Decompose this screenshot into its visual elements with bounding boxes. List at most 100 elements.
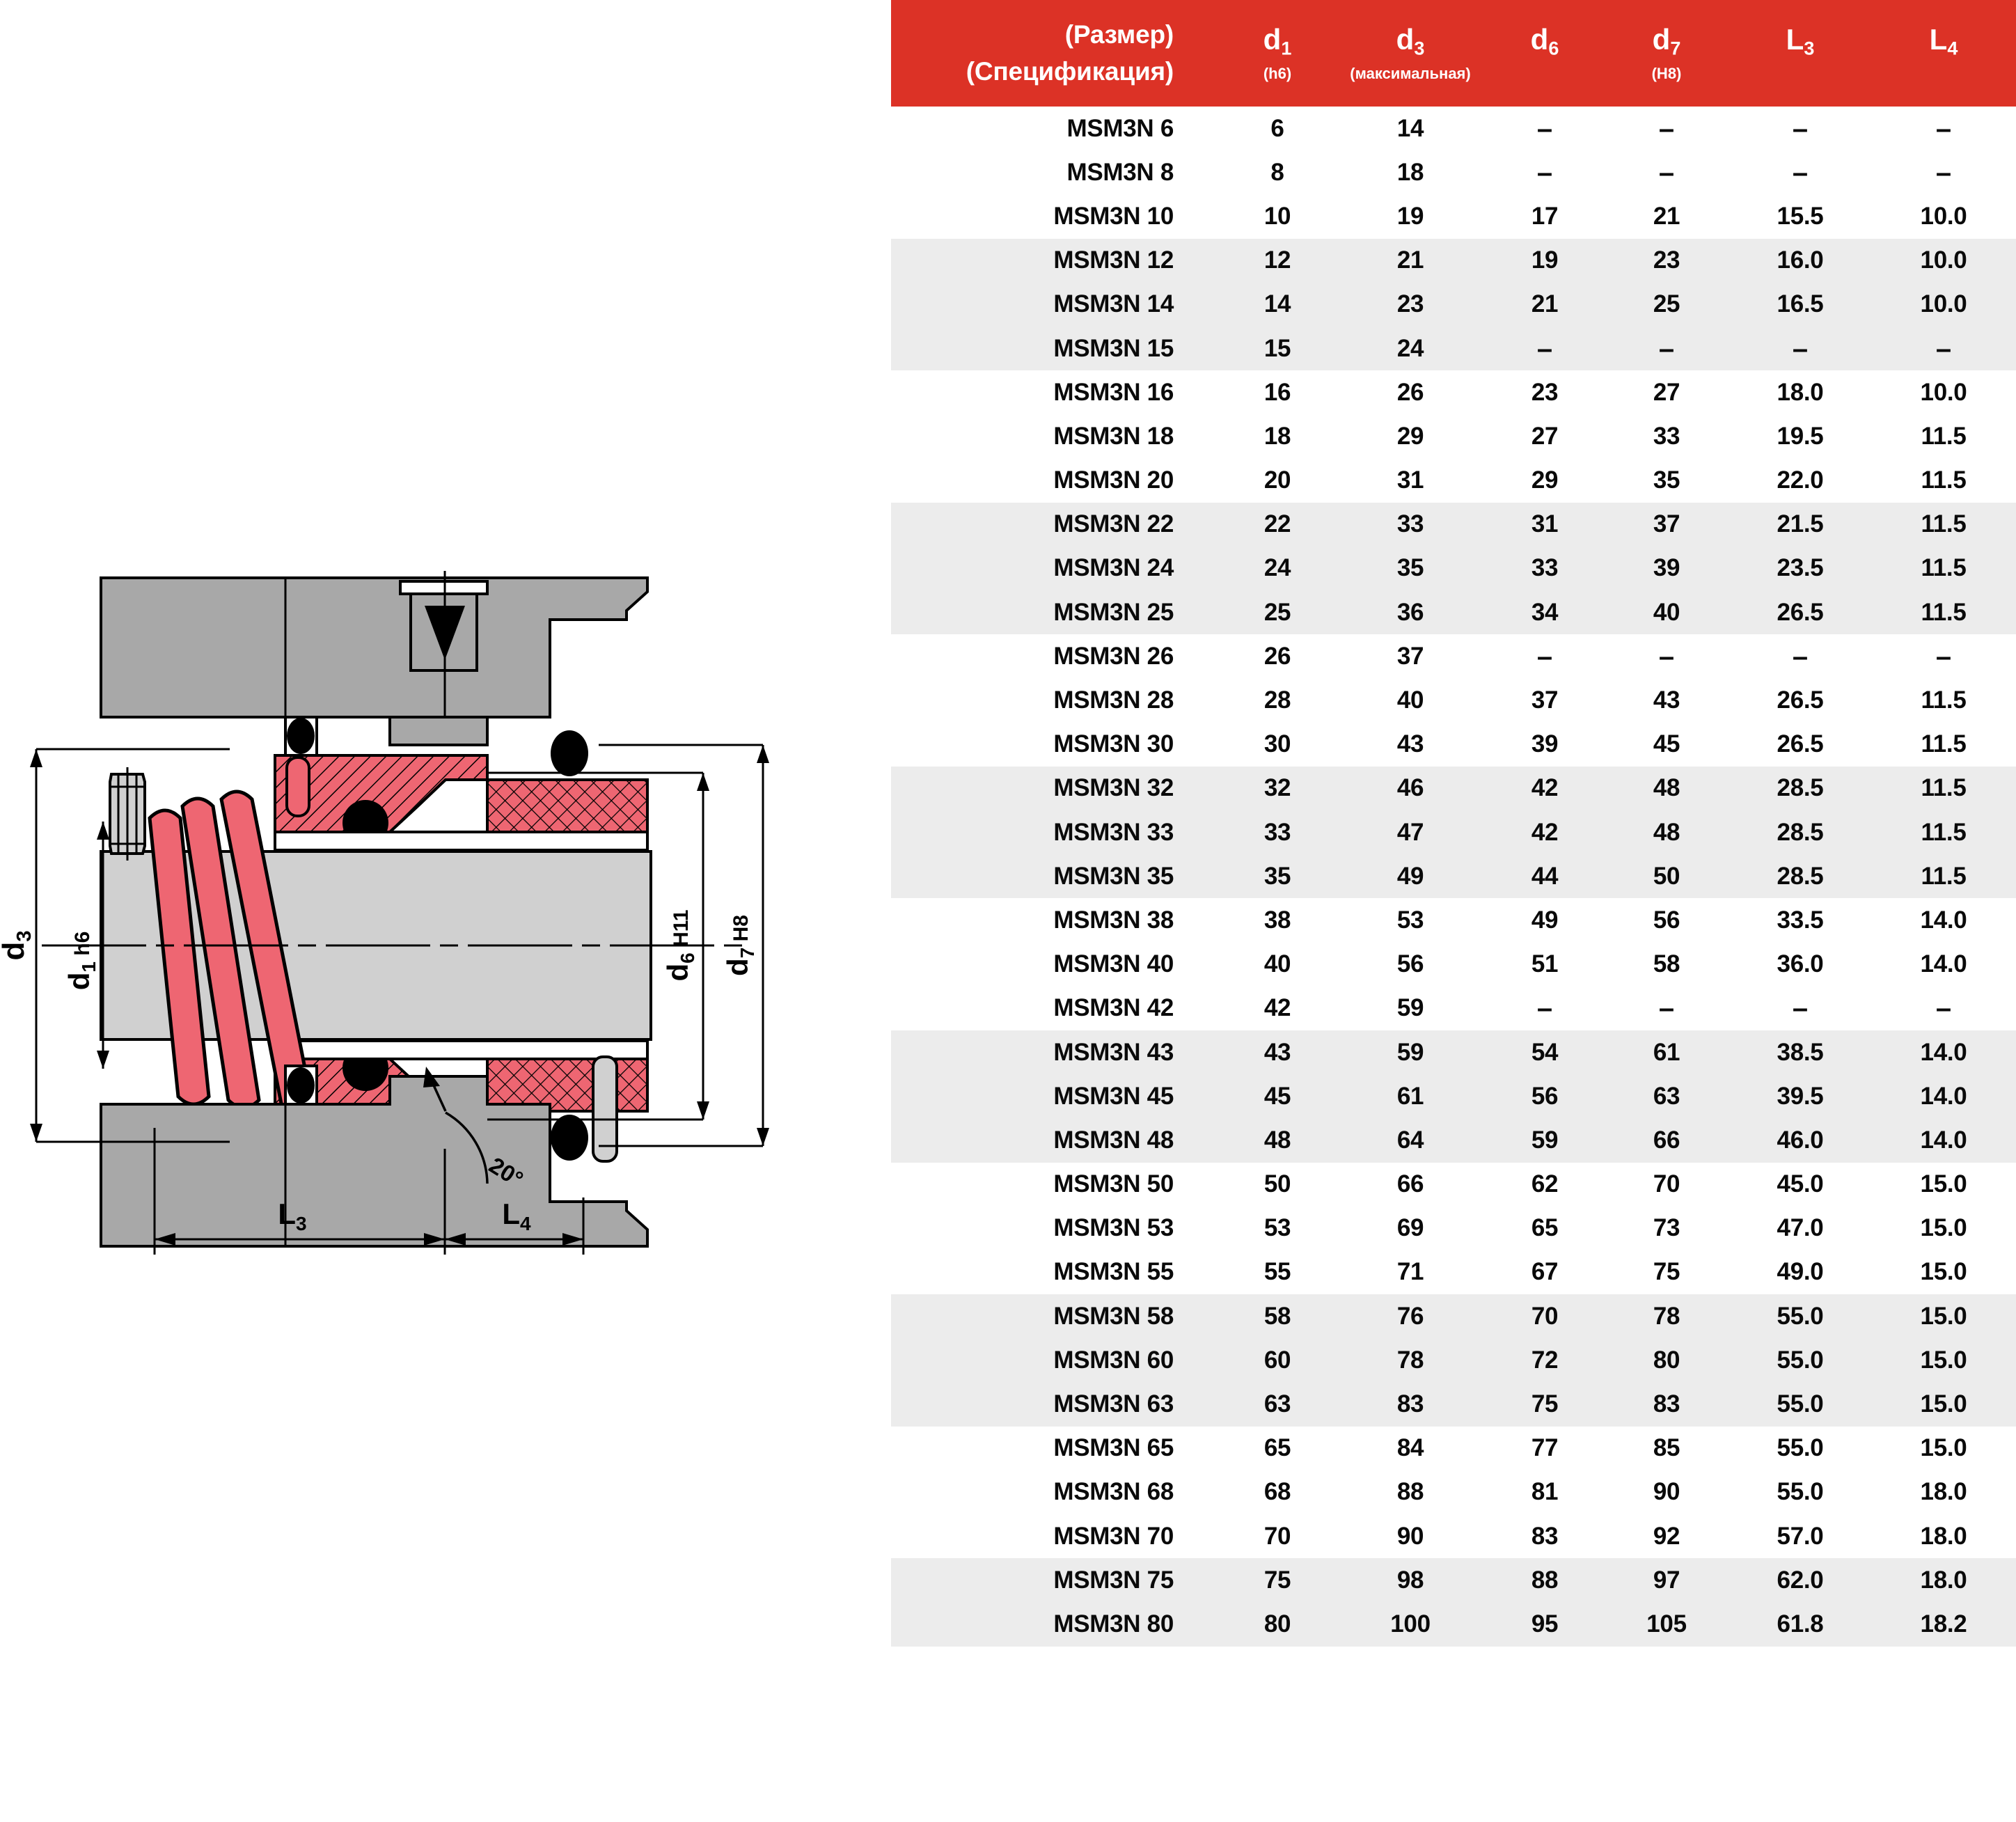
- cell-d7: 105: [1646, 1610, 1687, 1638]
- cell-d3: 43: [1396, 730, 1424, 758]
- cell-L4: 18.0: [1920, 1566, 1967, 1594]
- cell-d3: 61: [1396, 1082, 1424, 1110]
- table-row: MSM3N 28 28 40 37 43 26.5 11.5: [891, 678, 2016, 722]
- cell-d7: 25: [1653, 290, 1680, 318]
- header-d1-note: (h6): [1263, 65, 1292, 83]
- cell-size: MSM3N 24: [1053, 554, 1174, 582]
- cell-size: MSM3N 38: [1053, 906, 1174, 934]
- cell-L4: 14.0: [1920, 950, 1967, 978]
- dowel-pin: [592, 1055, 618, 1163]
- cell-d7: 48: [1653, 774, 1680, 802]
- cell-L3: –: [1792, 157, 1809, 188]
- cell-d6: 21: [1531, 290, 1559, 318]
- header-size: (Размер) (Спецификация): [891, 0, 1220, 107]
- cell-d7: 85: [1653, 1434, 1680, 1462]
- cell-L3: 62.0: [1777, 1566, 1824, 1594]
- cell-d3: 71: [1396, 1258, 1424, 1286]
- o-ring-upper-housing: [287, 718, 315, 754]
- table-row: MSM3N 14 14 23 21 25 16.5 10.0: [891, 282, 2016, 327]
- cell-d3: 69: [1396, 1214, 1424, 1242]
- cell-d3: 29: [1396, 422, 1424, 450]
- cell-d7: 48: [1653, 818, 1680, 846]
- cell-L3: 23.5: [1777, 554, 1824, 582]
- cell-d3: 88: [1396, 1478, 1424, 1506]
- cell-d1: 33: [1263, 818, 1291, 846]
- cell-d7: 45: [1653, 730, 1680, 758]
- cell-L4: 15.0: [1920, 1346, 1967, 1374]
- cell-L4: 18.0: [1920, 1522, 1967, 1550]
- header-size-line2: (Спецификация): [966, 56, 1174, 86]
- cell-d1: 18: [1263, 422, 1291, 450]
- cell-d7: –: [1658, 641, 1675, 672]
- header-L3-spacer: [1729, 58, 1871, 81]
- cell-d1: 8: [1270, 158, 1284, 186]
- table-row: MSM3N 15 15 24 – – – –: [891, 326, 2016, 371]
- cell-d7: 50: [1653, 862, 1680, 890]
- table-row: MSM3N 68 68 88 81 90 55.0 18.0: [891, 1470, 2016, 1514]
- cell-size: MSM3N 22: [1053, 510, 1174, 538]
- cell-d3: 36: [1396, 598, 1424, 626]
- housing-upper: [100, 571, 649, 757]
- cell-d3: 14: [1396, 114, 1424, 142]
- cell-d1: 75: [1263, 1566, 1291, 1594]
- header-L3-symbol: L: [1786, 22, 1804, 56]
- cell-size: MSM3N 8: [1066, 158, 1174, 186]
- cell-L3: 26.5: [1777, 598, 1824, 626]
- cell-size: MSM3N 15: [1053, 334, 1174, 362]
- cell-L3: –: [1792, 113, 1809, 144]
- cell-d7: 63: [1653, 1082, 1680, 1110]
- cell-d3: 33: [1396, 510, 1424, 538]
- table-row: MSM3N 40 40 56 51 58 36.0 14.0: [891, 943, 2016, 987]
- table-row: MSM3N 48 48 64 59 66 46.0 14.0: [891, 1118, 2016, 1163]
- cell-L4: 11.5: [1921, 818, 1967, 846]
- cell-d6: 42: [1531, 774, 1559, 802]
- cell-d7: 21: [1653, 202, 1680, 230]
- cell-d6: 62: [1531, 1170, 1559, 1198]
- cell-L4: 10.0: [1920, 290, 1967, 318]
- cell-L4: 11.5: [1921, 686, 1967, 714]
- cell-L4: 15.0: [1920, 1434, 1967, 1462]
- cell-L3: 28.5: [1777, 862, 1824, 890]
- cell-d6: 17: [1531, 202, 1559, 230]
- cell-L4: 11.5: [1921, 598, 1967, 626]
- cell-d1: 55: [1263, 1258, 1291, 1286]
- cell-d7: 73: [1653, 1214, 1680, 1242]
- cell-L3: 39.5: [1777, 1082, 1824, 1110]
- cell-d6: –: [1536, 993, 1553, 1024]
- cell-d1: 38: [1263, 906, 1291, 934]
- cell-L4: 14.0: [1920, 906, 1967, 934]
- cell-L4: 10.0: [1920, 246, 1967, 274]
- cell-d6: 19: [1531, 246, 1559, 274]
- dimension-L3-L4: [153, 1128, 585, 1255]
- header-row: (Размер) (Спецификация) d1 (h6) d3 (макс…: [891, 0, 2016, 107]
- cell-L4: 14.0: [1920, 1126, 1967, 1154]
- cell-d7: 23: [1653, 246, 1680, 274]
- cell-d6: 51: [1531, 950, 1559, 978]
- table-row: MSM3N 22 22 33 31 37 21.5 11.5: [891, 502, 2016, 547]
- cell-d3: 21: [1396, 246, 1424, 274]
- cell-L3: 19.5: [1777, 422, 1824, 450]
- cell-size: MSM3N 35: [1053, 862, 1174, 890]
- cell-d6: 44: [1531, 862, 1559, 890]
- cell-d6: 29: [1531, 466, 1559, 494]
- cell-d6: 54: [1531, 1038, 1559, 1066]
- header-d6: d6: [1486, 0, 1604, 107]
- cell-L4: –: [1935, 641, 1952, 672]
- cell-d1: 6: [1270, 114, 1284, 142]
- cell-size: MSM3N 6: [1066, 114, 1174, 142]
- cell-d7: 90: [1653, 1478, 1680, 1506]
- cell-L3: –: [1792, 993, 1809, 1024]
- cell-d3: 56: [1396, 950, 1424, 978]
- cell-size: MSM3N 48: [1053, 1126, 1174, 1154]
- cell-L3: –: [1792, 333, 1809, 364]
- cell-d6: 65: [1531, 1214, 1559, 1242]
- pin-upper: [285, 756, 310, 817]
- cell-L4: 15.0: [1920, 1390, 1967, 1418]
- cell-d7: 58: [1653, 950, 1680, 978]
- cell-size: MSM3N 16: [1053, 378, 1174, 406]
- cell-L4: 10.0: [1920, 378, 1967, 406]
- technical-drawing-panel: 20° d3 d1 h6: [0, 0, 891, 1822]
- cell-size: MSM3N 33: [1053, 818, 1174, 846]
- cell-size: MSM3N 43: [1053, 1038, 1174, 1066]
- cell-d6: 77: [1531, 1434, 1559, 1462]
